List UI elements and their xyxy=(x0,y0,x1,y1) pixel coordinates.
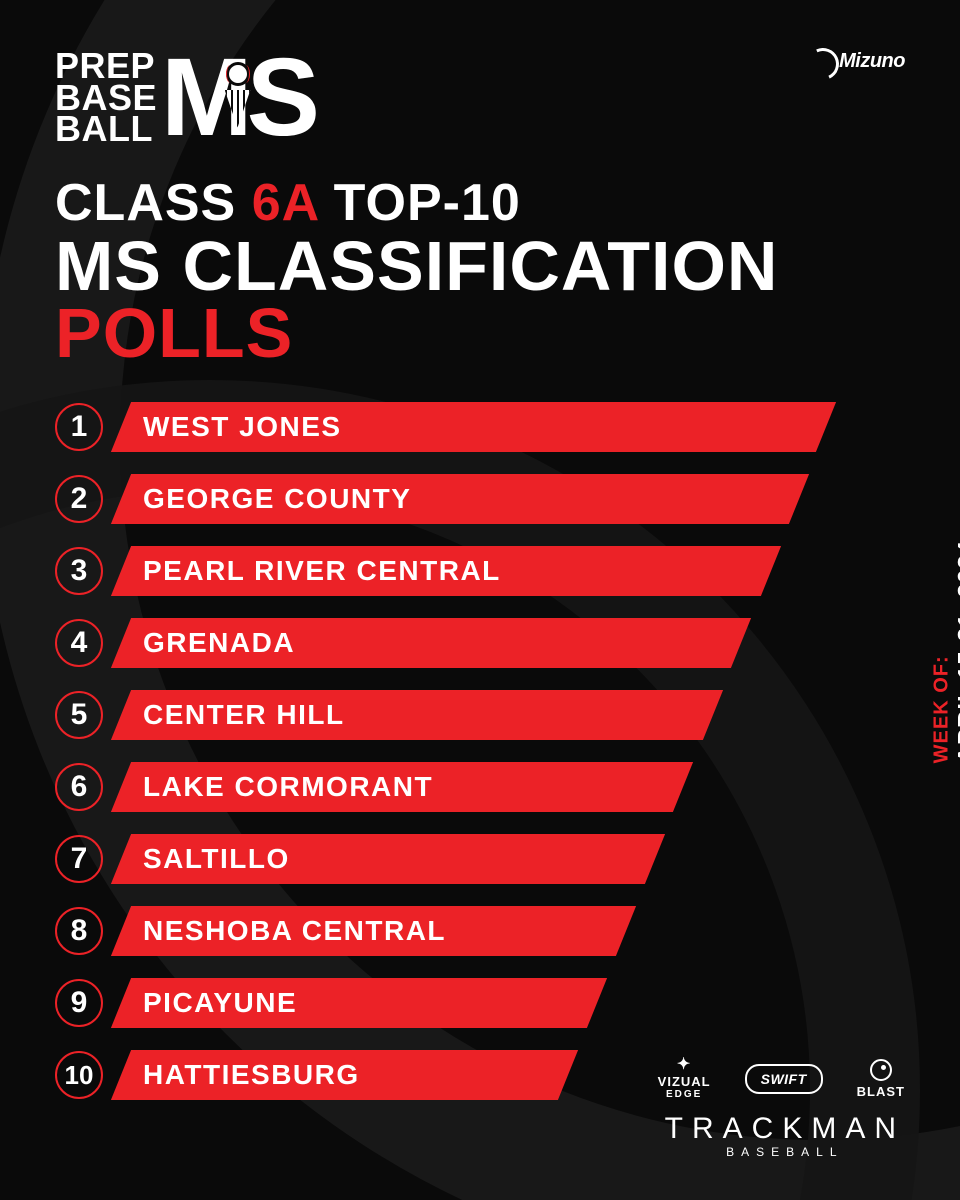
rank-row: 5 CENTER HILL xyxy=(55,688,905,742)
title-line-2: MS CLASSIFICATION POLLS xyxy=(55,233,905,366)
rank-number: 4 xyxy=(55,619,103,667)
mizuno-swoosh-icon xyxy=(807,54,835,70)
title1-pre: CLASS xyxy=(55,174,252,232)
sponsor-row: ✦ VIZUAL EDGE SWIFT BLAST xyxy=(658,1057,905,1100)
week-of-block: WEEK OF: APRIL 15-21, 2024 xyxy=(930,540,960,763)
rank-number: 10 xyxy=(55,1051,103,1099)
team-name: GEORGE COUNTY xyxy=(121,474,799,524)
team-name: HATTIESBURG xyxy=(121,1050,568,1100)
title-block: CLASS 6A TOP-10 MS CLASSIFICATION POLLS xyxy=(55,173,905,366)
title-line-1: CLASS 6A TOP-10 xyxy=(55,173,905,233)
mizuno-logo: Mizuno xyxy=(807,50,905,73)
vizual-sub: EDGE xyxy=(666,1090,702,1100)
prep-line3: BALL xyxy=(55,113,157,145)
baseball-icon xyxy=(226,62,250,86)
rank-number: 1 xyxy=(55,403,103,451)
rank-bar: PEARL RIVER CENTRAL xyxy=(121,546,771,596)
vizual-chevron-icon: ✦ xyxy=(677,1057,691,1073)
trackman-text: TRACKMAN xyxy=(665,1112,905,1145)
title1-post: TOP-10 xyxy=(318,174,521,232)
rank-row: 1 WEST JONES xyxy=(55,400,905,454)
team-name: SALTILLO xyxy=(121,834,655,884)
vizual-text: VIZUAL xyxy=(658,1075,711,1088)
team-name: GRENADA xyxy=(121,618,741,668)
state-badge: M S xyxy=(161,54,314,142)
week-of-label: WEEK OF: xyxy=(930,540,953,763)
prep-baseball-logo: PREP BASE BALL M S xyxy=(55,50,314,145)
rank-bar: LAKE CORMORANT xyxy=(121,762,683,812)
rank-row: 4 GRENADA xyxy=(55,616,905,670)
vizual-edge-logo: ✦ VIZUAL EDGE xyxy=(658,1057,711,1100)
rank-number: 8 xyxy=(55,907,103,955)
rank-bar: SALTILLO xyxy=(121,834,655,884)
rank-number: 7 xyxy=(55,835,103,883)
trackman-logo: TRACKMAN BASEBALL xyxy=(665,1114,905,1158)
rank-bar: GEORGE COUNTY xyxy=(121,474,799,524)
rank-row: 8 NESHOBA CENTRAL xyxy=(55,904,905,958)
rank-row: 7 SALTILLO xyxy=(55,832,905,886)
rank-bar: CENTER HILL xyxy=(121,690,713,740)
rank-number: 3 xyxy=(55,547,103,595)
rank-number: 6 xyxy=(55,763,103,811)
week-of-date: APRIL 15-21, 2024 xyxy=(953,540,960,763)
rank-row: 2 GEORGE COUNTY xyxy=(55,472,905,526)
swift-logo: SWIFT xyxy=(745,1064,823,1094)
team-name: WEST JONES xyxy=(121,402,826,452)
team-name: PICAYUNE xyxy=(121,978,597,1028)
title1-accent: 6A xyxy=(252,174,319,232)
team-name: CENTER HILL xyxy=(121,690,713,740)
rank-bar: HATTIESBURG xyxy=(121,1050,568,1100)
infographic-content: PREP BASE BALL M S Mizuno CLASS 6A TOP-1… xyxy=(0,0,960,1200)
rank-bar: GRENADA xyxy=(121,618,741,668)
team-name: NESHOBA CENTRAL xyxy=(121,906,626,956)
rank-number: 5 xyxy=(55,691,103,739)
rank-row: 9 PICAYUNE xyxy=(55,976,905,1030)
blast-circle-icon xyxy=(870,1059,892,1081)
blast-logo: BLAST xyxy=(857,1059,905,1098)
rank-bar: PICAYUNE xyxy=(121,978,597,1028)
team-name: LAKE CORMORANT xyxy=(121,762,683,812)
rankings-list: 1 WEST JONES 2 GEORGE COUNTY 3 PEARL RIVER CE… xyxy=(55,400,905,1102)
blast-text: BLAST xyxy=(857,1085,905,1098)
state-letter-s: S xyxy=(247,54,314,142)
rank-row: 3 PEARL RIVER CENTRAL xyxy=(55,544,905,598)
rank-bar: WEST JONES xyxy=(121,402,826,452)
footer-sponsors: ✦ VIZUAL EDGE SWIFT BLAST TRACKMAN BASEB… xyxy=(658,1057,905,1158)
trackman-sub: BASEBALL xyxy=(665,1146,905,1158)
prep-text: PREP BASE BALL xyxy=(55,50,157,145)
mizuno-text: Mizuno xyxy=(839,50,905,73)
title2-accent: POLLS xyxy=(55,294,293,372)
rank-number: 2 xyxy=(55,475,103,523)
rank-row: 6 LAKE CORMORANT xyxy=(55,760,905,814)
rank-bar: NESHOBA CENTRAL xyxy=(121,906,626,956)
team-name: PEARL RIVER CENTRAL xyxy=(121,546,771,596)
header-row: PREP BASE BALL M S Mizuno xyxy=(55,50,905,145)
rank-number: 9 xyxy=(55,979,103,1027)
